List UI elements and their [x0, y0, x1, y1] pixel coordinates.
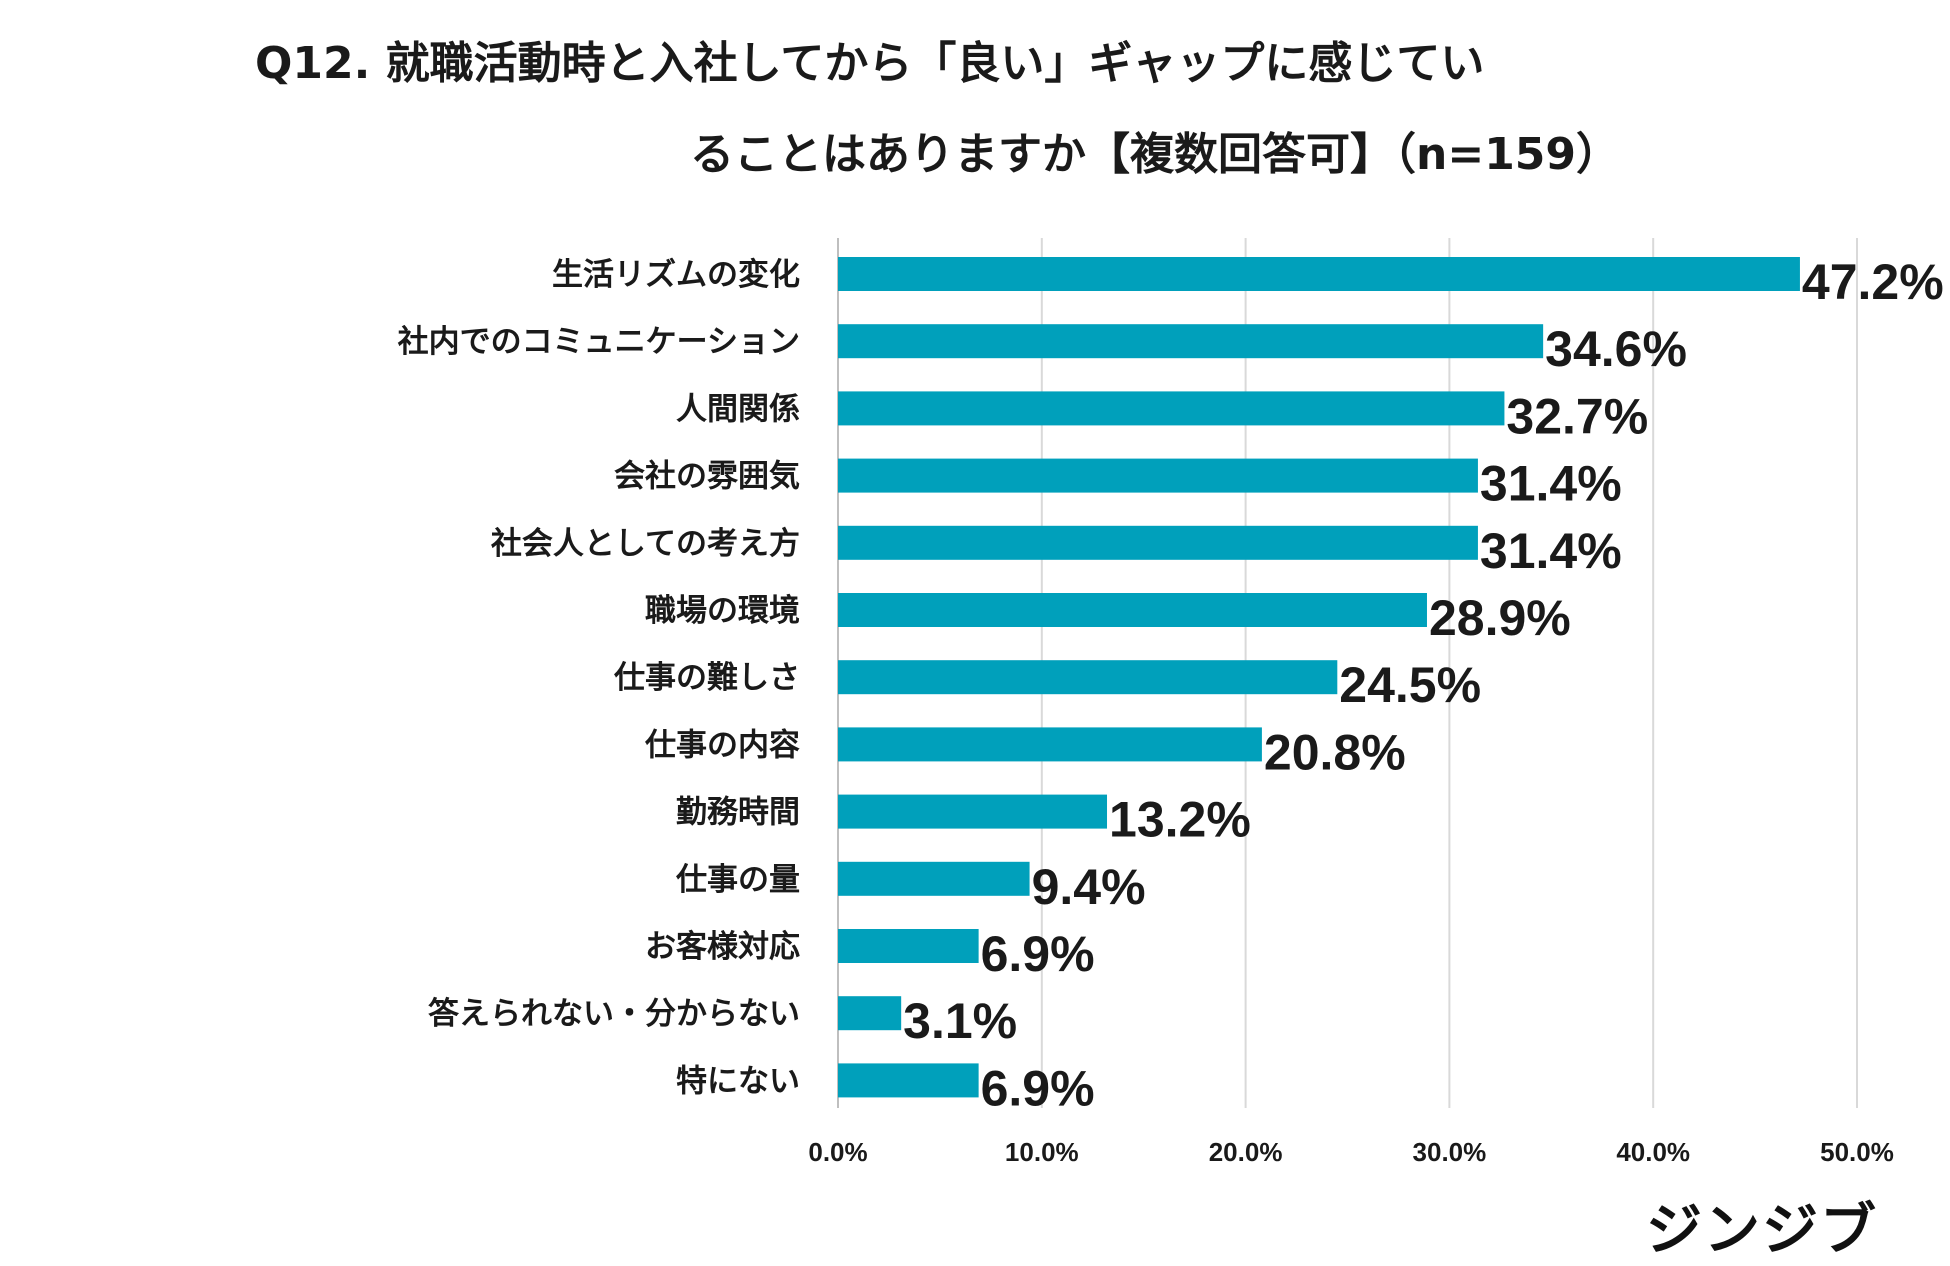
brand-logo: ジンジブ — [1646, 1198, 1878, 1263]
category-label: 答えられない・分からない — [428, 996, 800, 1032]
bar — [838, 324, 1544, 359]
value-label: 31.4% — [1480, 523, 1622, 579]
value-label: 32.7% — [1506, 388, 1648, 444]
value-label: 28.9% — [1429, 590, 1571, 646]
category-label: 特にない — [676, 1063, 800, 1099]
value-label: 3.1% — [903, 993, 1017, 1049]
bar — [838, 929, 979, 963]
value-label: 20.8% — [1264, 724, 1406, 780]
value-label: 47.2% — [1802, 254, 1944, 310]
value-label: 6.9% — [981, 926, 1095, 982]
value-label: 9.4% — [1032, 859, 1146, 915]
bar — [838, 593, 1427, 627]
chart-title-line-2: ることはありますか【複数回答可】（n=159） — [690, 129, 1621, 180]
category-label: 社会人としての考え方 — [491, 526, 800, 562]
category-label: 生活リズムの変化 — [552, 257, 800, 293]
bar — [838, 794, 1108, 829]
x-tick-label: 30.0% — [1413, 1137, 1487, 1167]
x-tick-label: 10.0% — [1005, 1137, 1079, 1167]
bar — [838, 861, 1030, 896]
x-tick-label: 0.0% — [808, 1137, 867, 1167]
category-label: お客様対応 — [645, 929, 800, 965]
category-label: 勤務時間 — [676, 795, 800, 831]
x-tick-label: 40.0% — [1616, 1137, 1690, 1167]
value-label: 6.9% — [981, 1060, 1095, 1116]
chart-title-line-1: Q12. 就職活動時と入社してから「良い」ギャップに感じてい — [255, 38, 1485, 89]
bar — [838, 257, 1800, 291]
category-label: 人間関係 — [676, 391, 800, 427]
category-label: 仕事の難しさ — [614, 660, 800, 696]
value-label: 34.6% — [1545, 321, 1687, 377]
bar — [838, 1063, 979, 1098]
category-label: 社内でのコミュニケーション — [398, 324, 800, 360]
bar — [838, 391, 1505, 426]
bar — [838, 458, 1478, 493]
bar — [838, 727, 1262, 762]
value-label: 13.2% — [1109, 792, 1251, 848]
value-label: 24.5% — [1339, 657, 1481, 713]
bar — [838, 660, 1338, 695]
bar — [838, 996, 902, 1031]
category-label: 仕事の内容 — [645, 727, 800, 763]
x-tick-label: 50.0% — [1820, 1137, 1894, 1167]
bar — [838, 525, 1478, 560]
category-label: 職場の環境 — [645, 593, 800, 629]
value-label: 31.4% — [1480, 456, 1622, 512]
category-label: 会社の雰囲気 — [614, 459, 800, 495]
category-label: 仕事の量 — [676, 862, 800, 898]
x-tick-label: 20.0% — [1209, 1137, 1283, 1167]
